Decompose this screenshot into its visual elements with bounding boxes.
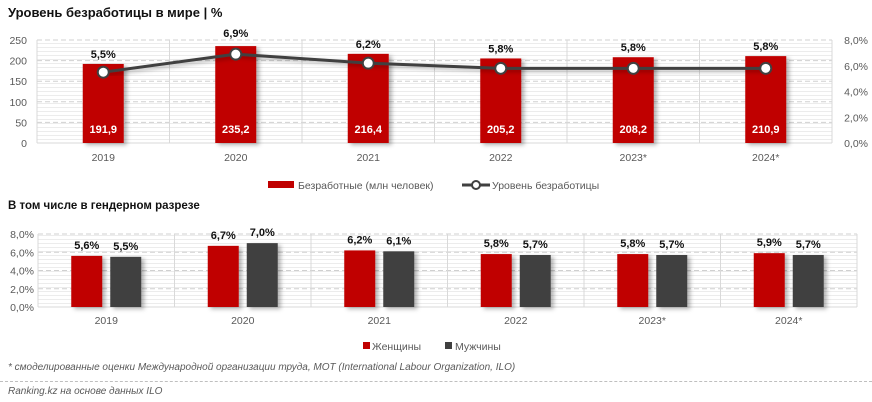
x-tick-label: 2021 [368,315,392,327]
line-value-label: 5,8% [753,41,778,53]
y-tick-label: 4,0% [10,266,34,278]
y-right-tick-label: 4,0% [844,87,868,99]
x-tick-label: 2019 [95,315,119,327]
bar-unemployed [215,46,257,144]
footnote: * смоделированные оценки Международной о… [8,362,516,373]
x-tick-label: 2023* [620,152,647,164]
divider [0,381,872,382]
legend-label-men: Мужчины [455,341,501,353]
bar-men [383,251,415,307]
x-tick-label: 2020 [224,152,248,164]
y-left-tick-label: 100 [9,97,27,109]
bar-women [753,253,785,307]
y-right-tick-label: 8,0% [844,35,868,47]
y-tick-label: 6,0% [10,247,34,259]
bar-women [344,250,376,307]
legend-label-rate: Уровень безработицы [492,180,599,192]
bar-men [519,254,551,307]
x-tick-label: 2024* [752,152,779,164]
legend-label-women: Женщины [372,341,421,353]
line-unemployment-rate [103,52,766,74]
bar-value-label: 5,8% [484,238,509,250]
bar-value-label: 5,7% [523,239,548,251]
bar-value-label: 5,6% [74,240,99,252]
bar-value-label: 5,8% [620,238,645,250]
bar-value-label: 7,0% [250,227,275,239]
bar-value-label: 6,7% [211,230,236,242]
y-left-tick-label: 50 [15,117,27,129]
line-marker [494,61,508,75]
y-left-tick-label: 150 [9,76,27,88]
bar-value-label: 6,2% [347,234,372,246]
x-tick-label: 2020 [231,315,255,327]
bar-women [617,254,649,307]
x-tick-label: 2022 [504,315,528,327]
bar-value-label: 216,4 [354,124,382,136]
bar-women [480,254,512,307]
bar-value-label: 208,2 [619,124,647,136]
bar-value-label: 235,2 [222,124,250,136]
y-right-tick-label: 0,0% [844,138,868,150]
y-right-tick-label: 2,0% [844,112,868,124]
line-value-label: 5,8% [488,43,513,55]
x-tick-label: 2019 [92,152,116,164]
line-marker [759,61,773,75]
y-left-tick-label: 0 [21,138,27,150]
y-left-tick-label: 250 [9,35,27,47]
bar-women [71,255,103,307]
y-right-tick-label: 6,0% [844,61,868,73]
legend-swatch-unemployed [268,181,294,188]
bar-value-label: 6,1% [386,235,411,247]
line-marker [626,61,640,75]
y-tick-label: 2,0% [10,284,34,296]
bar-men [656,254,688,307]
x-tick-label: 2024* [775,315,802,327]
line-value-label: 6,2% [356,39,381,51]
gender-chart-title: В том числе в гендерном разрезе [8,200,200,212]
bar-value-label: 191,9 [89,124,117,136]
source-note: Ranking.kz на основе данных ILO [8,386,163,397]
y-tick-label: 8,0% [10,229,34,241]
bar-men [246,243,278,307]
bar-value-label: 5,5% [113,241,138,253]
x-tick-label: 2022 [489,152,513,164]
legend-swatch-men [445,342,452,349]
bar-value-label: 5,9% [757,237,782,249]
bar-value-label: 210,9 [752,124,780,136]
legend-swatch-marker [471,180,481,190]
line-value-label: 5,5% [91,49,116,61]
line-marker [96,65,110,79]
bar-value-label: 5,7% [659,239,684,251]
chart-title: Уровень безработицы в мире | % [8,5,223,20]
bar-men [110,256,142,307]
bar-value-label: 5,7% [796,239,821,251]
legend-swatch-women [363,342,370,349]
y-tick-label: 0,0% [10,302,34,314]
line-marker [361,56,375,70]
line-value-label: 6,9% [223,28,248,40]
bar-men [792,254,824,307]
bar-women [207,245,239,307]
x-tick-label: 2023* [639,315,666,327]
legend-label-unemployed: Безработные (млн человек) [298,180,434,192]
line-marker [229,47,243,61]
line-value-label: 5,8% [621,42,646,54]
x-tick-label: 2021 [357,152,381,164]
bar-value-label: 205,2 [487,124,515,136]
y-left-tick-label: 200 [9,56,27,68]
